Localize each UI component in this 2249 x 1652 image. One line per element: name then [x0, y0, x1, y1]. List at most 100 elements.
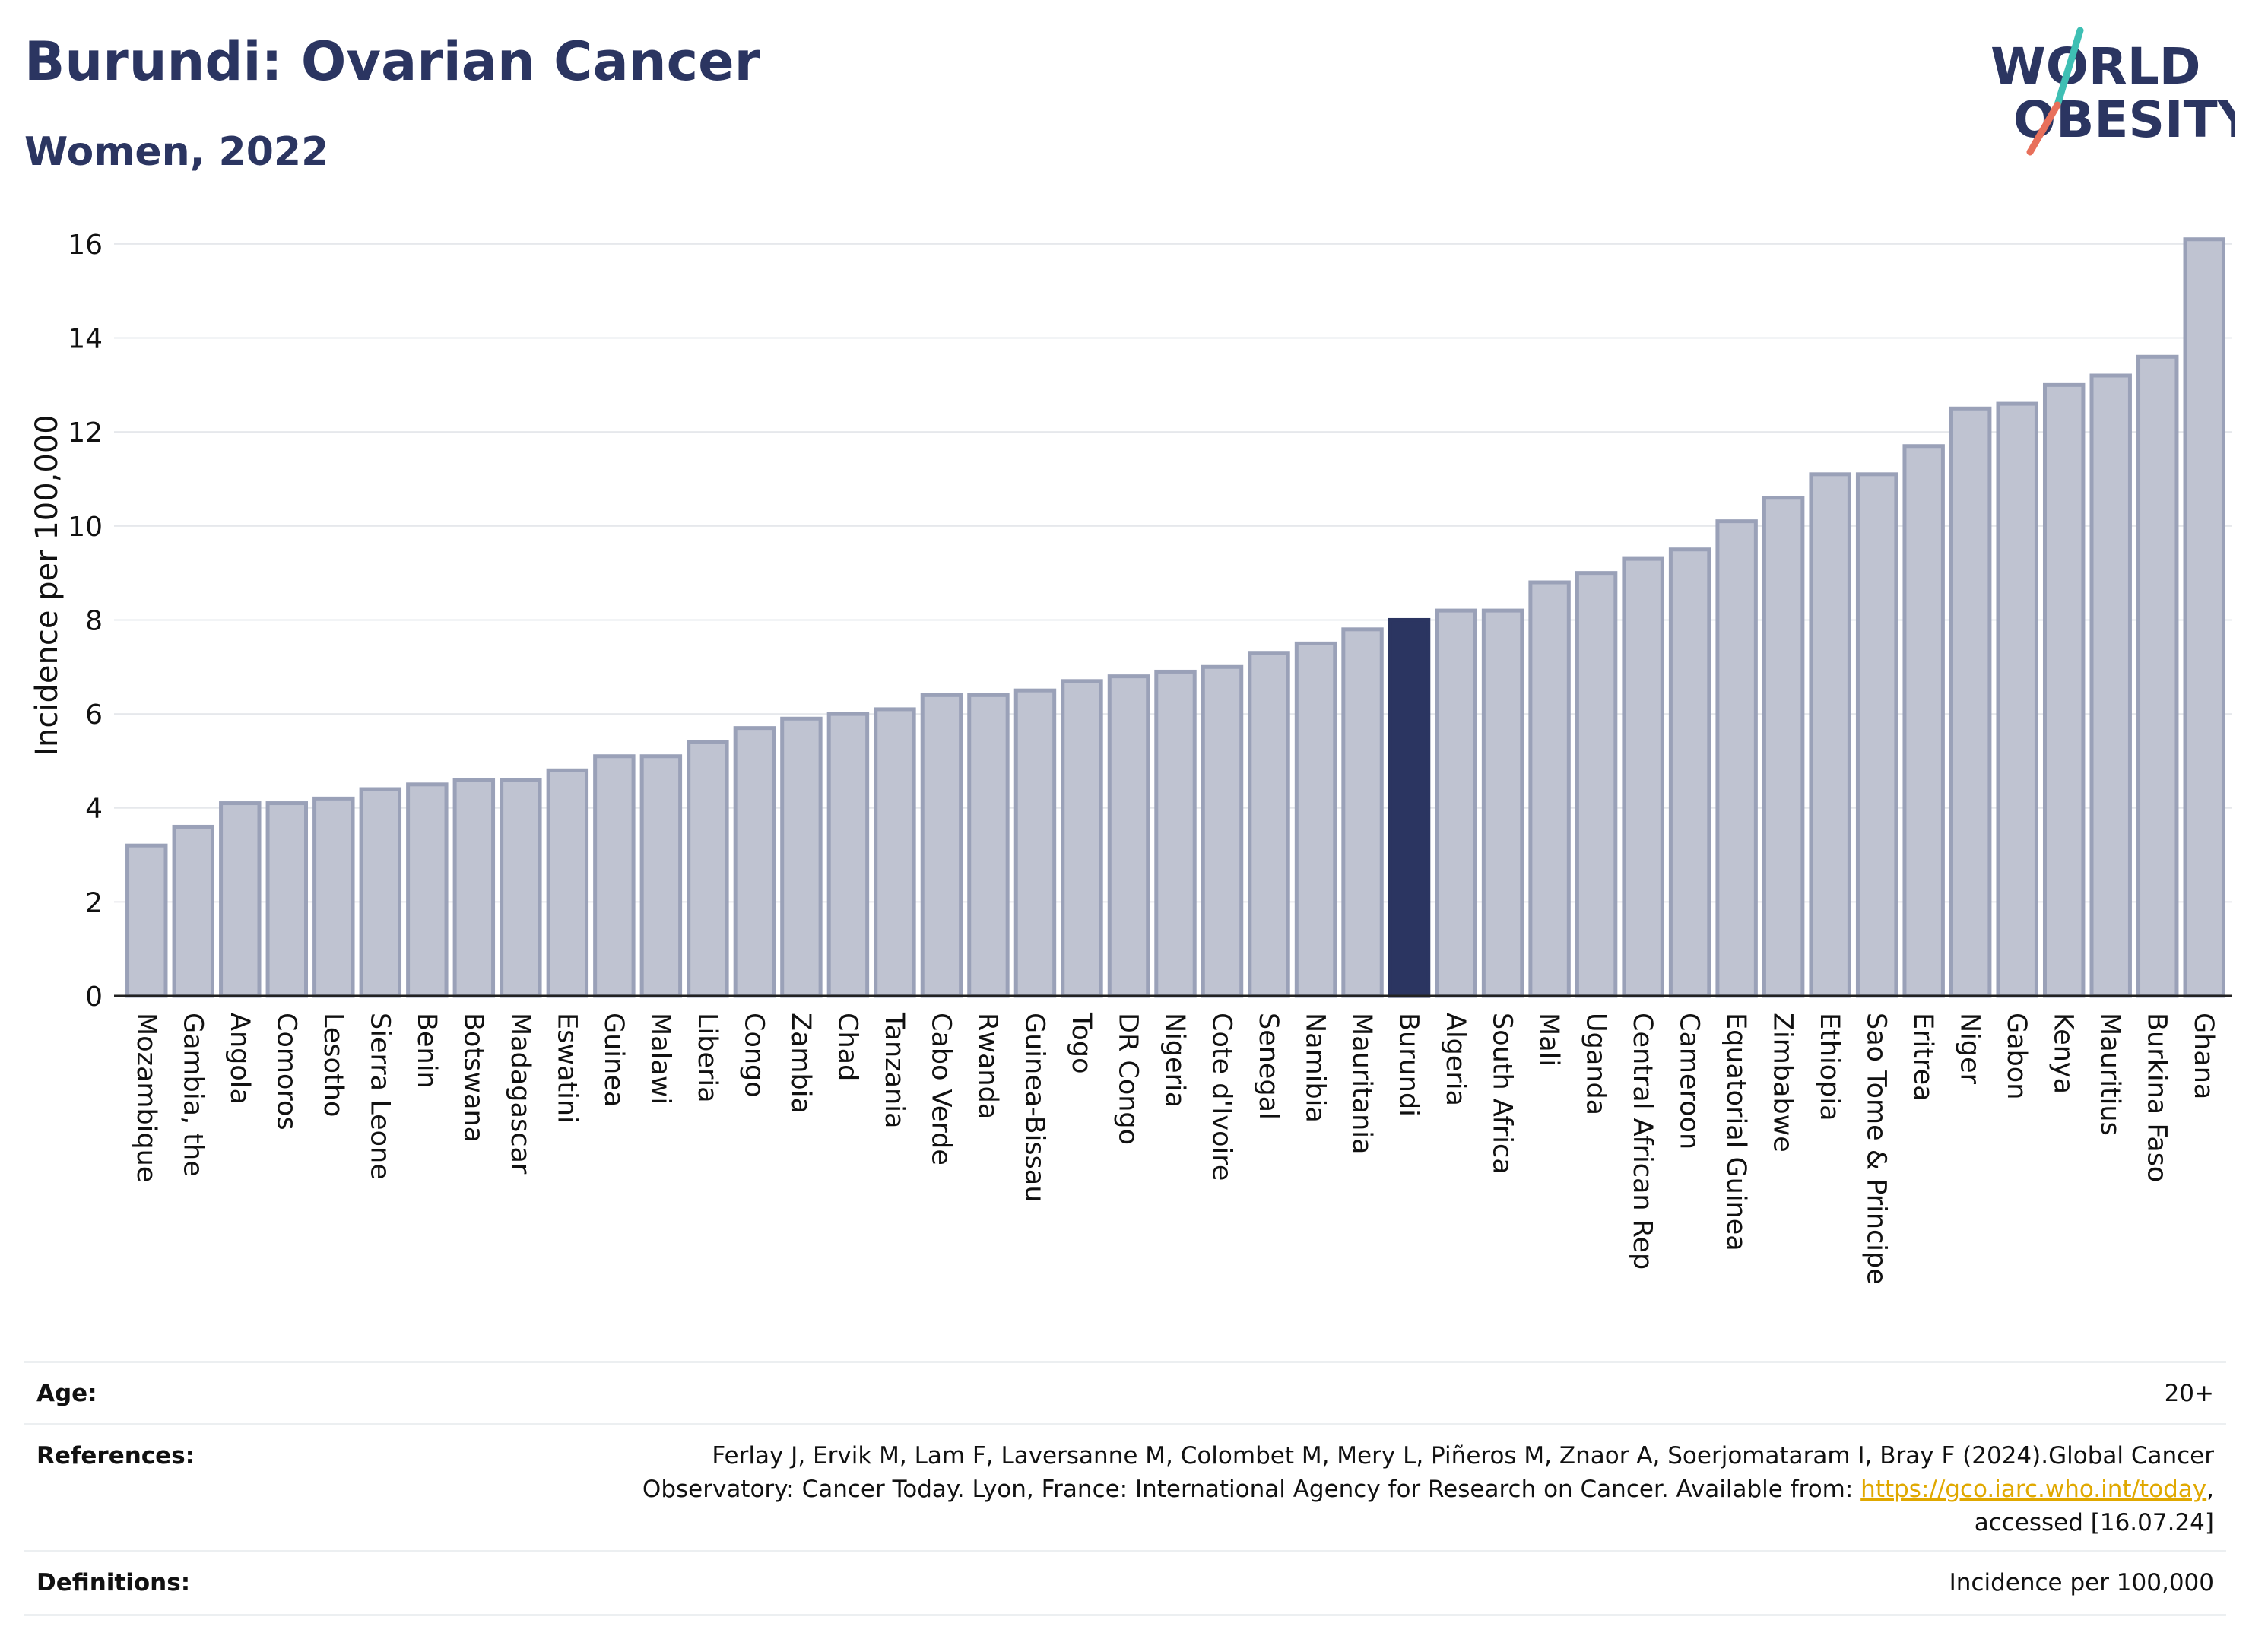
bar-kenya — [2042, 382, 2086, 998]
age-value: 20+ — [2164, 1380, 2214, 1407]
bar-cameroon — [1668, 547, 1711, 998]
references-line2: Observatory: Cancer Today. Lyon, France:… — [642, 1473, 2214, 1506]
x-tick-label: Sierra Leone — [364, 1013, 395, 1180]
x-tick-label: Burkina Faso — [2142, 1013, 2172, 1182]
bar-madagascar — [500, 778, 542, 998]
x-tick-label: Eritrea — [1908, 1013, 1938, 1102]
bar-mauritania — [1341, 627, 1384, 998]
bar-senegal — [1248, 651, 1290, 998]
y-tick-label: 14 — [68, 324, 103, 355]
x-tick-label: Ghana — [2188, 1013, 2219, 1099]
bar-gambia-the — [172, 824, 214, 998]
x-tick-label: Namibia — [1300, 1013, 1331, 1123]
bar-eritrea — [1902, 444, 1945, 998]
bar-botswana — [452, 778, 496, 998]
bar-cabo-verde — [920, 693, 963, 998]
world-obesity-logo: WORLD OBESITY — [1977, 23, 2249, 167]
bar-tanzania — [874, 707, 916, 998]
bar-sierra-leone — [359, 787, 402, 998]
bar-zambia — [780, 716, 823, 998]
definitions-value: Incidence per 100,000 — [1949, 1569, 2214, 1597]
y-tick-label: 6 — [85, 699, 103, 731]
bar-burundi — [1388, 617, 1431, 998]
bar-uganda — [1575, 571, 1618, 998]
bar-chad — [826, 712, 870, 998]
bar-nigeria — [1154, 669, 1197, 998]
bar-niger — [1949, 406, 1992, 998]
x-tick-label: Burundi — [1394, 1013, 1424, 1117]
x-tick-label: Rwanda — [972, 1013, 1003, 1119]
bar-liberia — [687, 740, 729, 998]
x-tick-label: Madagascar — [505, 1013, 535, 1175]
x-tick-label: Senegal — [1253, 1013, 1283, 1120]
bars — [125, 237, 2225, 998]
x-axis-labels: Mozambique Gambia, the Angola Comoros Lesoth… — [131, 1012, 2219, 1285]
references-link[interactable]: https://gco.iarc.who.int/today — [1860, 1476, 2207, 1503]
x-tick-label: Gambia, the — [177, 1013, 208, 1177]
bar-namibia — [1294, 641, 1337, 998]
x-tick-label: Cabo Verde — [925, 1013, 956, 1165]
references-value: Ferlay J, Ervik M, Lam F, Laversanne M, … — [642, 1439, 2214, 1539]
bar-mozambique — [125, 843, 168, 998]
x-tick-label: Zimbabwe — [1768, 1013, 1798, 1153]
x-tick-label: Niger — [1955, 1013, 1985, 1085]
x-tick-label: Malawi — [645, 1013, 675, 1105]
x-tick-label: Guinea — [598, 1013, 629, 1107]
x-tick-label: Cote d'Ivoire — [1207, 1013, 1237, 1181]
references-line2-text: Observatory: Cancer Today. Lyon, France:… — [642, 1476, 1861, 1503]
bar-ghana — [2183, 237, 2225, 998]
x-tick-label: Mozambique — [131, 1013, 161, 1182]
x-tick-label: Botswana — [458, 1013, 488, 1143]
bar-ethiopia — [1809, 472, 1851, 998]
bar-cote-d-ivoire — [1201, 664, 1244, 998]
age-label: Age: — [36, 1380, 97, 1407]
bar-dr-congo — [1107, 674, 1150, 998]
y-tick-label: 16 — [68, 230, 103, 261]
x-tick-label: Gabon — [2001, 1013, 2032, 1099]
bar-mauritius — [2089, 373, 2132, 998]
page-title: Burundi: Ovarian Cancer — [24, 30, 761, 93]
bar-benin — [406, 782, 449, 998]
x-tick-label: Algeria — [1440, 1013, 1470, 1106]
x-tick-label: Kenya — [2048, 1013, 2079, 1094]
bar-chart: 0 2 4 6 8 10 12 14 16 Incidence per 100,000 Moza… — [30, 230, 2232, 1285]
x-tick-label: DR Congo — [1112, 1013, 1143, 1145]
meta-references-row: References: Ferlay J, Ervik M, Lam F, La… — [24, 1423, 2226, 1551]
y-tick-label: 2 — [85, 887, 103, 918]
x-tick-label: Chad — [832, 1013, 862, 1081]
y-axis-label: Incidence per 100,000 — [30, 414, 65, 756]
x-tick-label: Congo — [738, 1013, 769, 1098]
y-axis-ticks: 0 2 4 6 8 10 12 14 16 — [68, 230, 103, 1013]
references-line2-end: , — [2206, 1476, 2214, 1503]
x-tick-label: Lesotho — [318, 1013, 348, 1117]
x-tick-label: Eswatini — [551, 1013, 582, 1124]
references-label: References: — [36, 1442, 195, 1470]
meta-bottom-divider — [24, 1614, 2226, 1616]
y-tick-label: 10 — [68, 512, 103, 543]
bar-togo — [1061, 679, 1103, 998]
x-tick-label: Mali — [1534, 1013, 1564, 1067]
y-tick-label: 12 — [68, 417, 103, 449]
x-tick-label: Equatorial Guinea — [1721, 1013, 1751, 1251]
y-tick-label: 0 — [85, 981, 103, 1013]
page-subtitle: Women, 2022 — [24, 129, 329, 175]
definitions-label: Definitions: — [36, 1569, 191, 1597]
bar-central-african-rep — [1622, 556, 1664, 998]
x-tick-label: Guinea-Bissau — [1019, 1013, 1049, 1202]
x-tick-label: Liberia — [692, 1013, 722, 1103]
references-line1: Ferlay J, Ervik M, Lam F, Laversanne M, … — [712, 1442, 2214, 1470]
x-tick-label: Ethiopia — [1814, 1013, 1845, 1121]
meta-age-row: Age: 20+ — [24, 1361, 2226, 1424]
meta-definitions-row: Definitions: Incidence per 100,000 — [24, 1550, 2226, 1615]
x-tick-label: Zambia — [785, 1013, 816, 1114]
x-tick-label: Mauritania — [1347, 1013, 1377, 1154]
x-tick-label: South Africa — [1487, 1013, 1518, 1175]
bar-mali — [1528, 580, 1571, 998]
x-tick-label: Angola — [224, 1013, 255, 1105]
bar-guinea — [593, 754, 636, 998]
bar-angola — [219, 801, 262, 998]
x-tick-label: Nigeria — [1159, 1013, 1190, 1108]
logo-slash-coral-icon — [2026, 101, 2061, 156]
x-tick-label: Sao Tome & Principe — [1861, 1013, 1892, 1285]
bar-malawi — [639, 754, 683, 998]
